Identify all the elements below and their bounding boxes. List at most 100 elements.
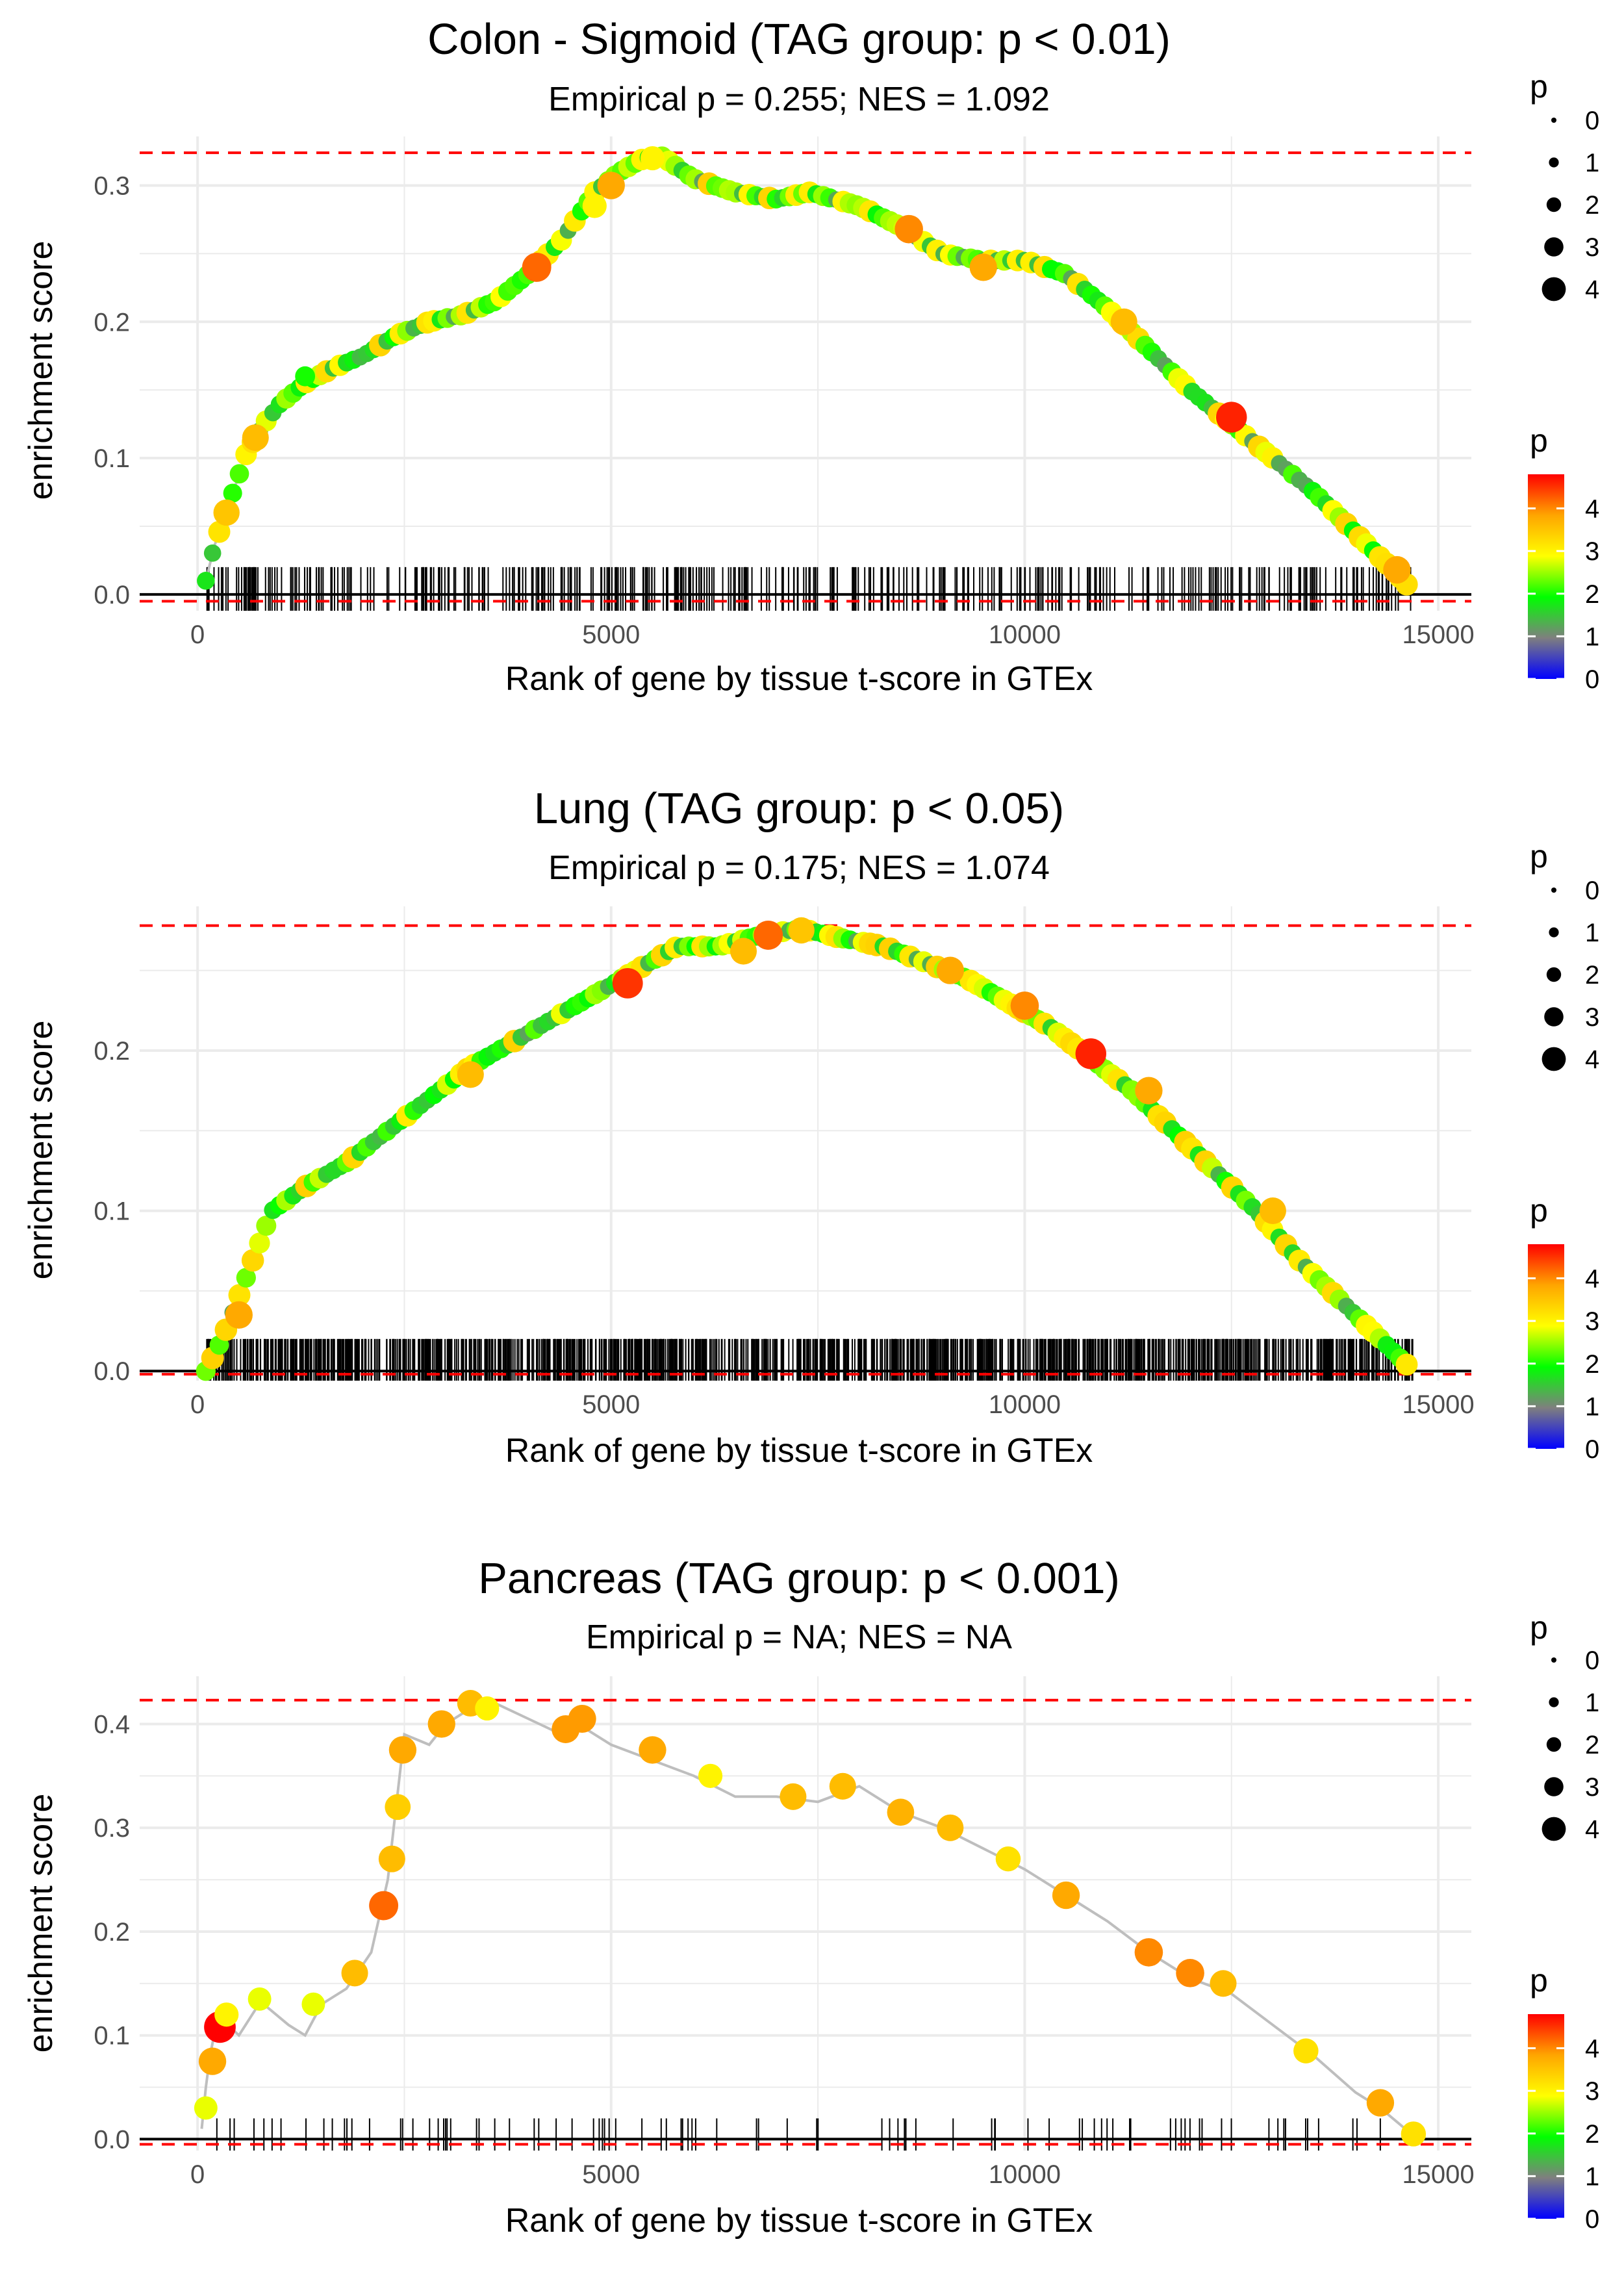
y-tick-label: 0.0 xyxy=(94,581,130,609)
panel-1-subtitle: Empirical p = 0.255; NES = 1.092 xyxy=(548,81,1050,118)
panel-3-title: Pancreas (TAG group: p < 0.001) xyxy=(478,1554,1120,1603)
panel-pancreas: Pancreas (TAG group: p < 0.001) Empirica… xyxy=(22,1554,1599,2240)
size-legend-dot xyxy=(1542,1817,1566,1841)
size-legend-dot xyxy=(1546,967,1562,982)
gene-point xyxy=(1395,1353,1418,1376)
panel-2-plot: 0 5000 10000 15000 0.0 0.1 0.2 xyxy=(94,906,1475,1419)
size-legend-dot xyxy=(1542,277,1566,301)
gene-point xyxy=(582,194,607,218)
panel-1-size-legend-title: p xyxy=(1530,68,1548,105)
color-legend-label: 4 xyxy=(1585,1265,1599,1294)
gene-point xyxy=(341,1960,368,1987)
y-tick-label: 0.4 xyxy=(94,1710,130,1739)
size-legend-label: 1 xyxy=(1585,919,1599,947)
gene-point xyxy=(936,956,964,984)
x-tick-label: 5000 xyxy=(582,2160,640,2189)
gene-point xyxy=(1010,991,1039,1020)
panel-3-x-axis-title: Rank of gene by tissue t-score in GTEx xyxy=(505,2202,1093,2240)
x-tick-label: 0 xyxy=(190,2160,205,2189)
panel-colon-sigmoid: Colon - Sigmoid (TAG group: p < 0.01) Em… xyxy=(22,15,1599,698)
gene-point xyxy=(208,520,231,543)
gene-point xyxy=(229,464,249,484)
color-legend-label: 3 xyxy=(1585,537,1599,566)
gene-point xyxy=(1110,308,1137,335)
gene-point xyxy=(378,1845,405,1872)
size-legend-dot xyxy=(1544,1777,1564,1796)
color-legend-label: 1 xyxy=(1585,1392,1599,1421)
gene-point xyxy=(754,920,783,950)
gene-point xyxy=(522,252,552,282)
x-tick-label: 15000 xyxy=(1402,620,1474,649)
gene-point xyxy=(1216,402,1247,433)
gene-point xyxy=(1293,2038,1319,2063)
gene-point xyxy=(475,1696,500,1721)
gene-point xyxy=(887,1798,915,1826)
gene-point xyxy=(1052,1881,1080,1910)
x-tick-label: 15000 xyxy=(1402,1390,1474,1419)
gene-point xyxy=(640,146,665,171)
gene-point xyxy=(385,1794,411,1820)
size-legend-dot xyxy=(1544,237,1564,257)
size-legend-dot xyxy=(1549,1697,1559,1707)
gene-point xyxy=(236,1268,256,1288)
panel-1-legend: p p 0 1 2 3 4 4 3 2 1 0 xyxy=(1528,68,1599,694)
panel-2-x-axis-title: Rank of gene by tissue t-score in GTEx xyxy=(505,1432,1093,1470)
x-tick-label: 0 xyxy=(190,1390,205,1419)
y-tick-label: 0.2 xyxy=(94,1918,130,1947)
size-legend-dot xyxy=(1546,1737,1562,1752)
size-legend-label: 3 xyxy=(1585,1773,1599,1802)
color-legend-bar xyxy=(1528,1244,1564,1449)
enrichment-curve xyxy=(205,927,1415,1372)
panel-1-color-legend-title: p xyxy=(1530,422,1548,459)
y-tick-label: 0.1 xyxy=(94,2022,130,2050)
gene-point xyxy=(457,1061,484,1088)
panel-lung: Lung (TAG group: p < 0.05) Empirical p =… xyxy=(22,784,1599,1470)
gene-point xyxy=(612,967,643,999)
gene-point xyxy=(568,1705,596,1733)
gene-point xyxy=(197,572,215,590)
size-legend-label: 0 xyxy=(1585,876,1599,905)
gene-point xyxy=(1134,1938,1163,1967)
size-legend-label: 4 xyxy=(1585,1815,1599,1844)
gene-point xyxy=(249,1233,270,1254)
gene-point xyxy=(995,1846,1021,1872)
color-legend-bar xyxy=(1528,474,1564,679)
gene-point xyxy=(301,1992,325,2016)
gene-point xyxy=(730,938,757,965)
size-legend-dot xyxy=(1551,118,1556,123)
gene-point xyxy=(369,1891,399,1921)
size-legend-dot xyxy=(1542,1047,1566,1071)
gene-point xyxy=(698,1763,723,1788)
size-legend-dot xyxy=(1549,927,1559,938)
y-tick-label: 0.1 xyxy=(94,444,130,473)
color-legend-label: 1 xyxy=(1585,2162,1599,2191)
gene-point xyxy=(225,1301,253,1329)
gene-point xyxy=(256,1216,277,1236)
gene-point xyxy=(1383,556,1411,584)
gene-point xyxy=(788,917,815,944)
gene-point xyxy=(241,1249,264,1272)
x-tick-label: 15000 xyxy=(1402,2160,1474,2189)
x-tick-label: 10000 xyxy=(989,2160,1061,2189)
size-legend-label: 3 xyxy=(1585,1003,1599,1032)
panel-3-size-legend-title: p xyxy=(1530,1609,1548,1646)
x-tick-label: 0 xyxy=(190,620,205,649)
panel-2-subtitle: Empirical p = 0.175; NES = 1.074 xyxy=(548,849,1050,887)
x-tick-label: 5000 xyxy=(582,620,640,649)
panel-3-y-axis-title: enrichment score xyxy=(22,1794,60,2053)
gene-point xyxy=(1135,1077,1163,1105)
size-legend-label: 0 xyxy=(1585,1646,1599,1675)
color-legend-bar xyxy=(1528,2014,1564,2219)
panel-3-plot: 0 5000 10000 15000 0.0 0.1 0.2 0.3 0.4 xyxy=(94,1676,1475,2189)
gene-point xyxy=(214,2002,239,2027)
size-legend-label: 1 xyxy=(1585,149,1599,177)
y-tick-label: 0.2 xyxy=(94,1037,130,1066)
panel-3-color-legend-title: p xyxy=(1530,1962,1548,1999)
color-legend-label: 0 xyxy=(1585,2205,1599,2234)
panel-1-title: Colon - Sigmoid (TAG group: p < 0.01) xyxy=(427,15,1171,64)
color-legend-label: 4 xyxy=(1585,2035,1599,2063)
color-legend-label: 3 xyxy=(1585,1307,1599,1336)
gene-point xyxy=(894,214,923,244)
color-legend-label: 2 xyxy=(1585,2120,1599,2149)
